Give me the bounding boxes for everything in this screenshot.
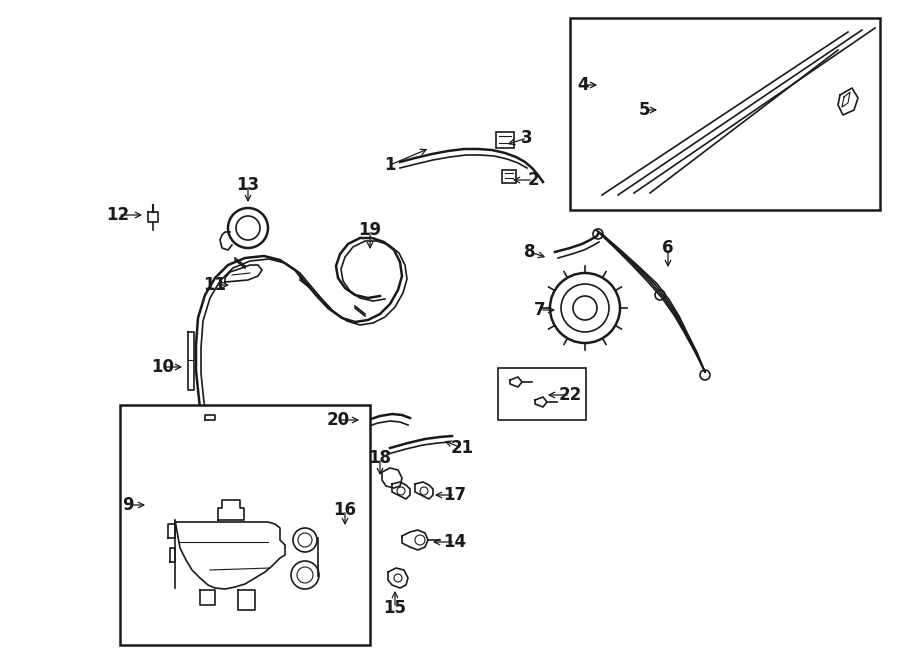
Text: 1: 1: [384, 156, 396, 174]
Text: 9: 9: [122, 496, 134, 514]
Bar: [496, 132, 514, 148]
Text: 6: 6: [662, 239, 674, 257]
Bar: [570, 18, 880, 210]
Bar: [120, 405, 370, 645]
Bar: [502, 170, 516, 183]
Text: 18: 18: [368, 449, 392, 467]
Text: 21: 21: [450, 439, 473, 457]
Text: 4: 4: [577, 76, 589, 94]
Text: 8: 8: [524, 243, 536, 261]
Text: 3: 3: [521, 129, 533, 147]
Text: 7: 7: [535, 301, 545, 319]
Text: 12: 12: [106, 206, 130, 224]
Text: 20: 20: [327, 411, 349, 429]
Text: 2: 2: [527, 171, 539, 189]
Text: 10: 10: [151, 358, 175, 376]
Text: 5: 5: [639, 101, 651, 119]
Text: 11: 11: [203, 276, 227, 294]
Bar: [498, 368, 586, 420]
Text: 15: 15: [383, 599, 407, 617]
Text: 13: 13: [237, 176, 259, 194]
Text: 22: 22: [558, 386, 581, 404]
Text: 17: 17: [444, 486, 466, 504]
Text: 19: 19: [358, 221, 382, 239]
Text: 16: 16: [334, 501, 356, 519]
Text: 14: 14: [444, 533, 466, 551]
